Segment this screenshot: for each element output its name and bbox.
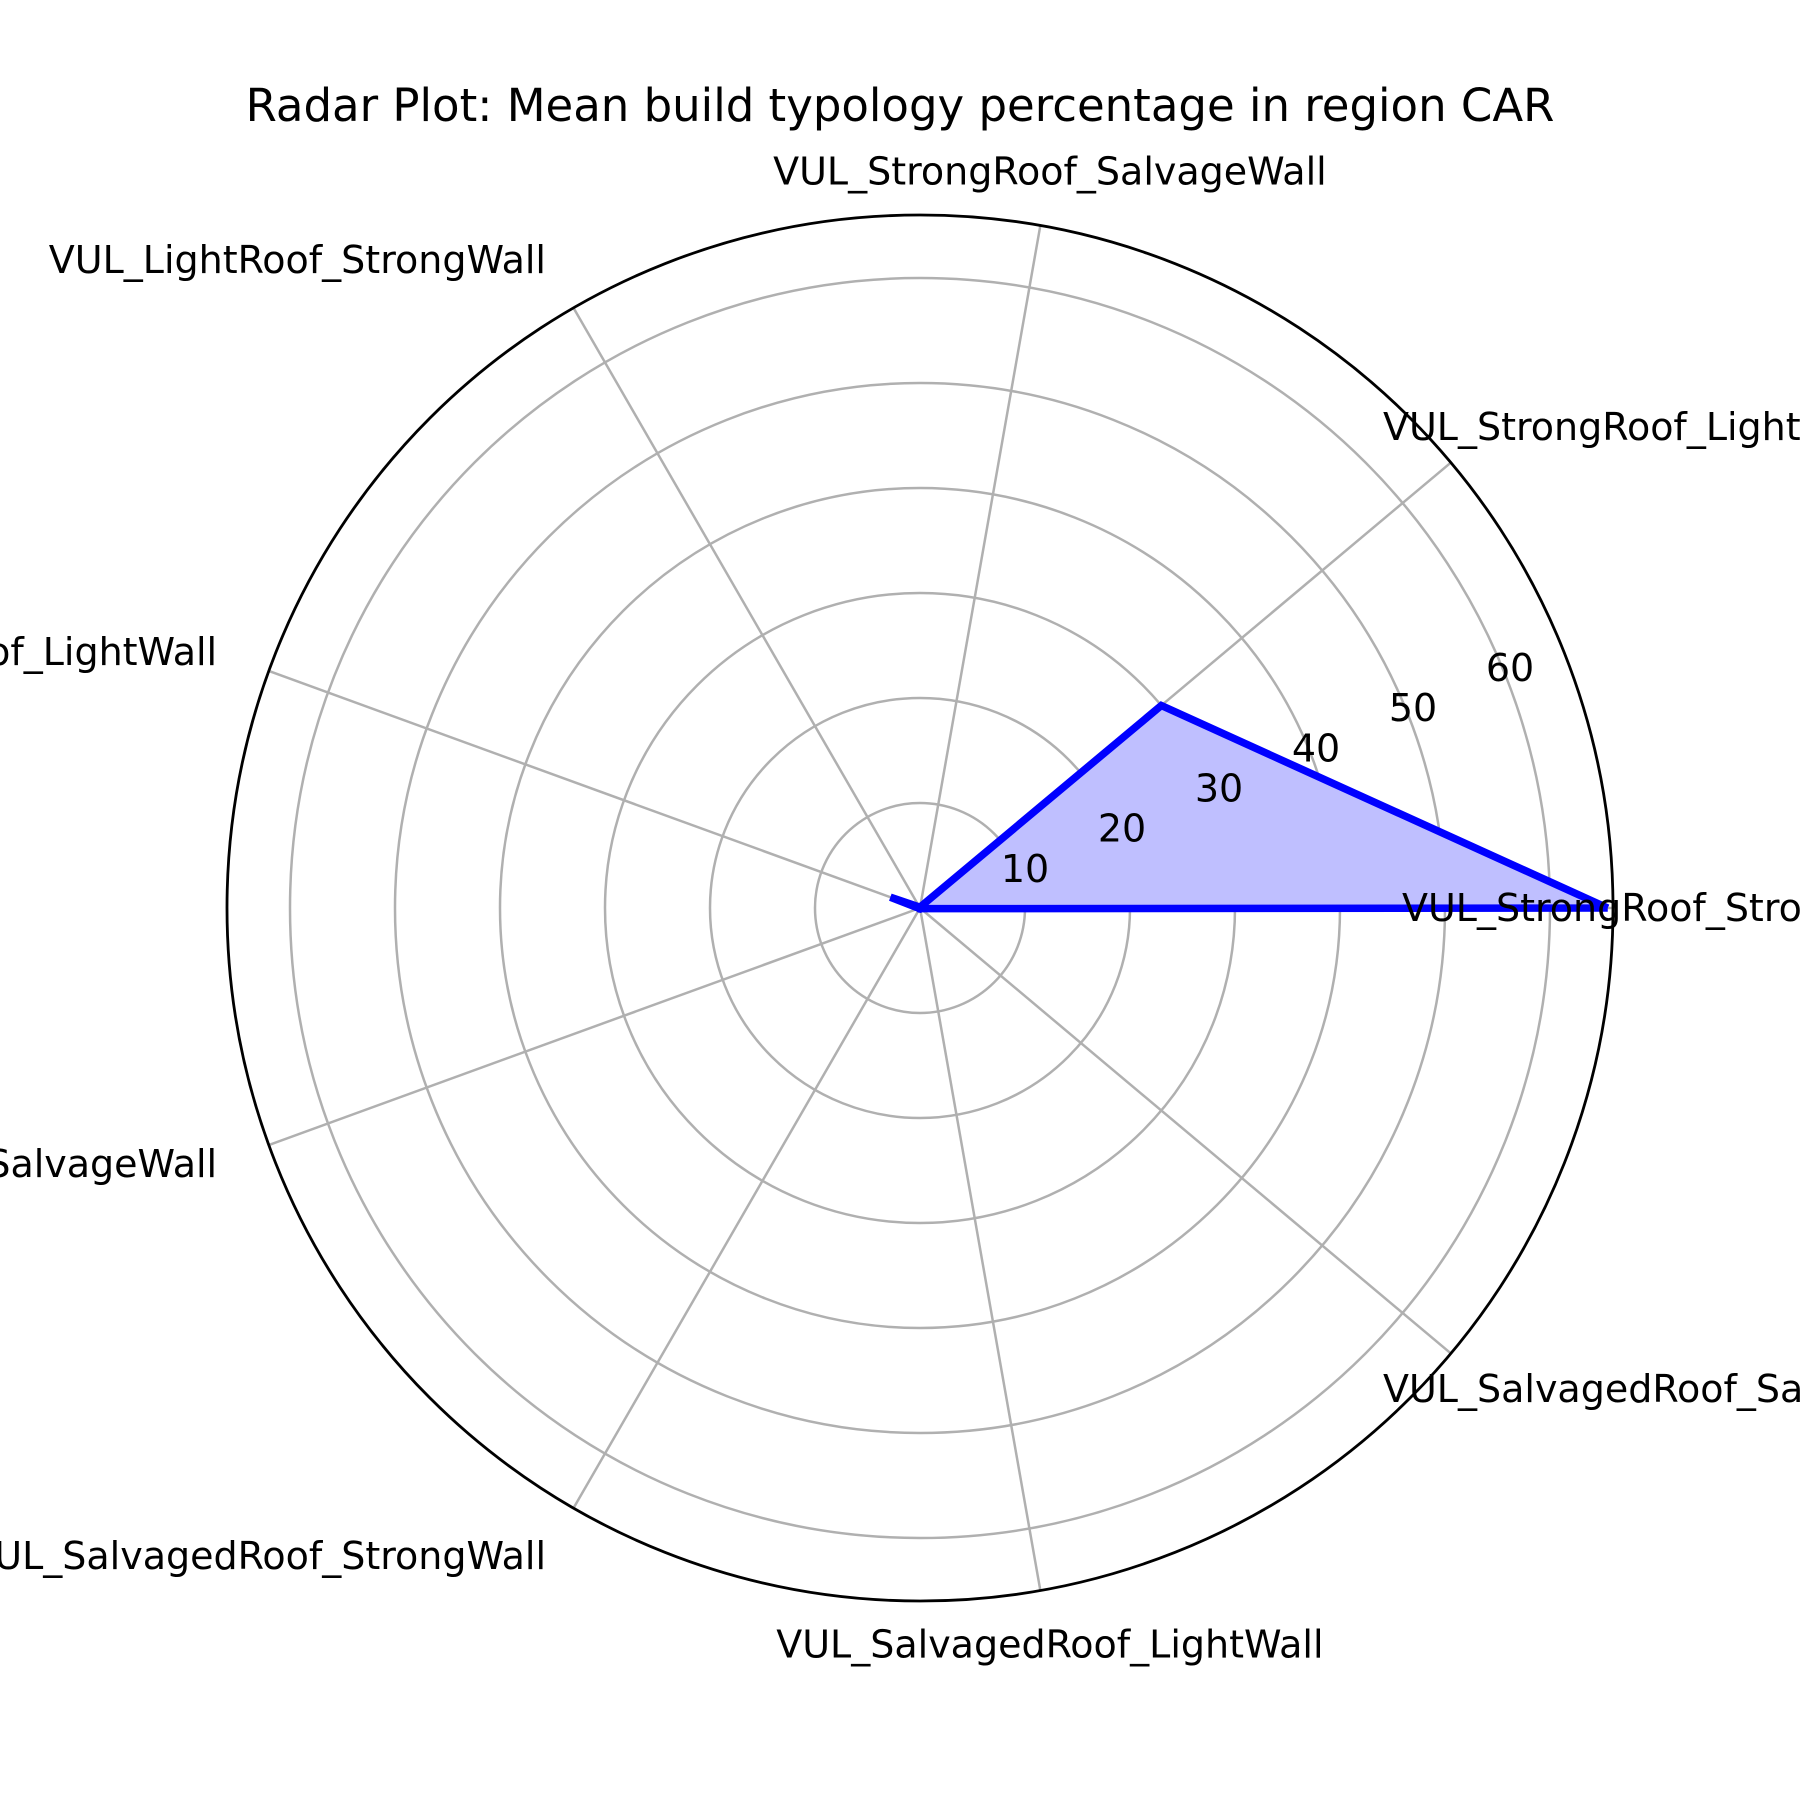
r-tick-label: 20 (1098, 807, 1146, 851)
r-tick-label: 60 (1486, 646, 1534, 690)
r-tick-label: 50 (1389, 686, 1437, 730)
r-tick-label: 10 (1001, 847, 1049, 891)
spoke-gridline (918, 907, 1042, 1591)
category-label: VUL_StrongRoof_SalvageWall (773, 149, 1327, 193)
category-label: VUL_StrongRoof_LightWall (1383, 405, 1800, 449)
spoke-gridline (918, 225, 1042, 909)
r-tick-label: 40 (1292, 726, 1340, 770)
category-label: VUL_StrongRoof_StrongWall (1402, 886, 1800, 930)
spoke-gridline (919, 907, 1452, 1355)
r-tick-label: 30 (1195, 767, 1243, 811)
spoke-gridline (572, 307, 922, 909)
grid-layer (225, 213, 1615, 1603)
category-label: VUL_SalvagedRoof_SalvageWall (1383, 1367, 1800, 1411)
polar-frame (225, 213, 1615, 1603)
category-label: VUL_SalvagedRoof_StrongWall (0, 1534, 546, 1578)
spoke-gridline (268, 669, 921, 910)
spoke-gridline (268, 906, 921, 1147)
series-layer (889, 701, 1610, 913)
series-area (890, 705, 1608, 910)
category-label: VUL_LightRoof_StrongWall (49, 238, 546, 282)
category-label: VUL_SalvagedRoof_LightWall (776, 1623, 1323, 1667)
chart-title: Radar Plot: Mean build typology percenta… (246, 79, 1555, 132)
category-label: VUL_LightRoof_SalvageWall (0, 1142, 217, 1186)
category-label: VUL_LightRoof_LightWall (0, 630, 217, 674)
series-line (889, 701, 1610, 913)
label-layer: 10 20 30 40 50 60 VUL_StrongRoof_StrongWall VUL… (0, 149, 1800, 1666)
spoke-gridline (572, 907, 922, 1509)
